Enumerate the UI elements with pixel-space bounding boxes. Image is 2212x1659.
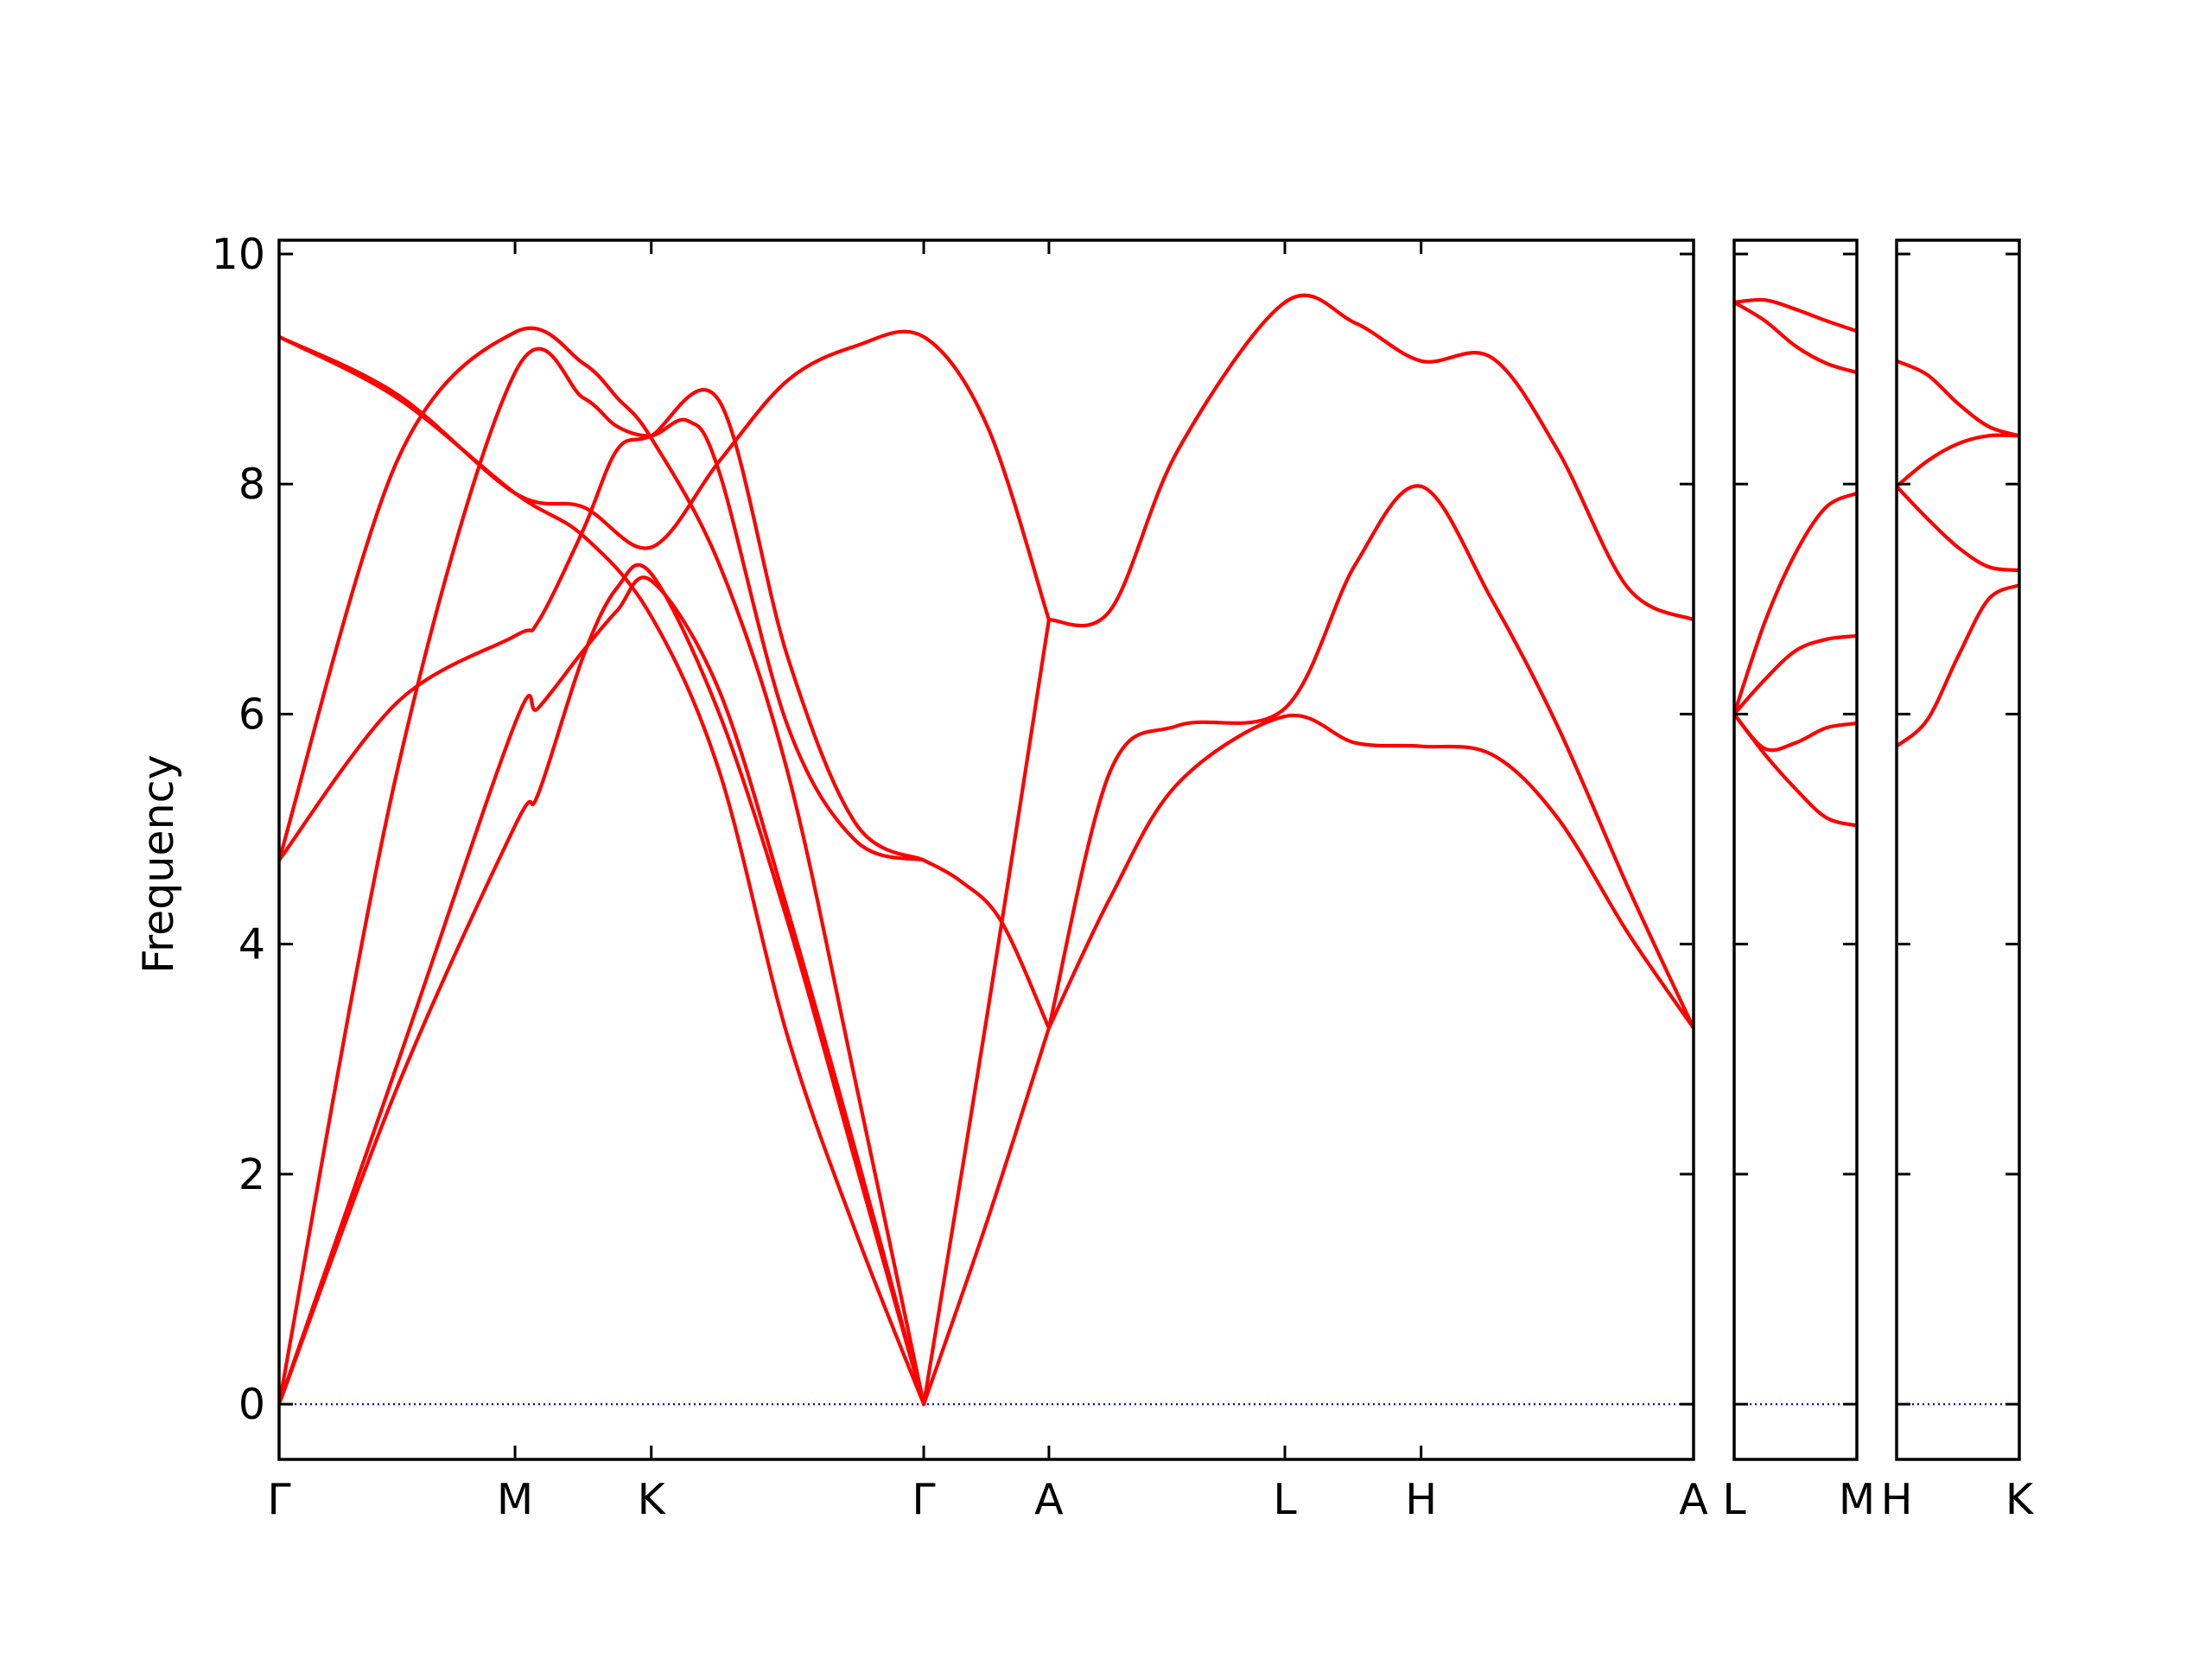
x-tick-label-1-3: K (638, 1475, 667, 1524)
phonon-band-1-4 (279, 388, 926, 862)
phonon-band-1-3 (279, 346, 926, 1407)
phonon-band-1-7 (279, 329, 1051, 622)
phonon-band-1-2 (279, 575, 926, 1407)
plot-frame (277, 238, 1695, 1461)
phonon-band-2-4 (1734, 633, 1857, 716)
phonon-band-1-13 (1046, 293, 1694, 628)
phonon-band-1-12 (1046, 713, 1694, 1030)
phonon-band-3-1 (1897, 359, 2019, 438)
phonon-band-2-1 (1734, 297, 1857, 334)
phonon-band-2-3 (1734, 491, 1857, 716)
x-tick-label-3-2: K (2005, 1475, 2035, 1524)
x-tick-label-3-1: H (1881, 1475, 1913, 1524)
x-tick-label-1-4: Γ (912, 1475, 936, 1524)
y-axis-label: Frequency (134, 754, 183, 973)
phonon-band-1-11 (1046, 484, 1694, 1030)
phonon-band-2-6 (1734, 712, 1857, 828)
x-tick-label-2-2: M (1839, 1475, 1875, 1524)
y-tick-label: 6 (238, 690, 265, 739)
plot-frame (1732, 238, 1859, 1461)
x-tick-label-1-7: H (1405, 1475, 1437, 1524)
phonon-band-2-2 (1734, 300, 1857, 375)
phonon-band-2-5 (1734, 712, 1857, 753)
x-tick-label-1-1: Γ (267, 1475, 291, 1524)
y-tick-label: 0 (238, 1380, 265, 1429)
bands (1734, 297, 1857, 828)
phonon-band-3-3 (1897, 484, 2019, 573)
x-tick-label-1-2: M (497, 1475, 533, 1524)
x-tick-label-1-6: L (1273, 1475, 1297, 1524)
x-tick-label-2-1: L (1722, 1475, 1746, 1524)
phonon-band-1-8 (922, 1026, 1051, 1407)
y-tick-label: 8 (238, 460, 265, 509)
y-tick-label: 4 (238, 920, 265, 969)
x-tick-label-1-8: A (1679, 1475, 1708, 1524)
y-tick-label: 2 (238, 1150, 265, 1199)
phonon-band-1-10 (922, 858, 1051, 1030)
band-panel-1: Γ M K Γ A L H A 0 2 4 6 8 10 (212, 230, 1709, 1524)
bands (1897, 359, 2019, 748)
x-tick-label-1-5: A (1034, 1475, 1064, 1524)
phonon-band-1-9 (922, 618, 1051, 1407)
bands (279, 293, 1694, 1407)
plot-frame (1895, 238, 2021, 1461)
phonon-band-3-4 (1897, 583, 2019, 748)
y-tick-label: 10 (212, 230, 265, 279)
phonon-band-3-2 (1897, 433, 2019, 488)
phonon-band-1-1 (279, 563, 926, 1407)
phonon-band-1-5 (279, 326, 926, 1407)
